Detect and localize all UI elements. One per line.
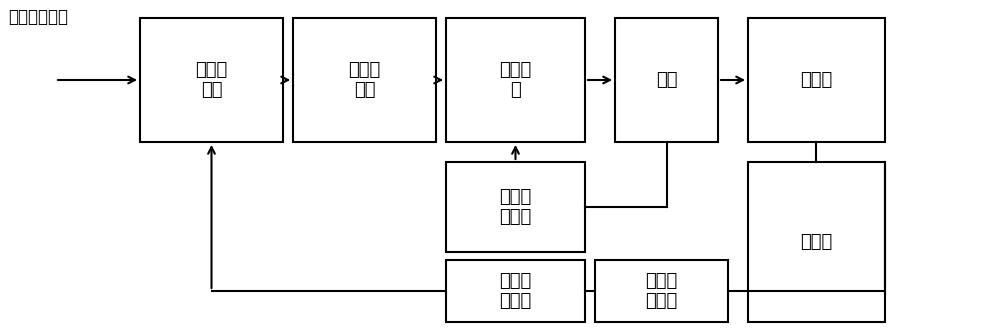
Bar: [293, 18, 436, 142]
Text: 工作台: 工作台: [800, 71, 833, 89]
Bar: [748, 18, 885, 142]
Text: 电机: 电机: [656, 71, 677, 89]
Bar: [140, 18, 283, 142]
Text: 位置调
节器: 位置调 节器: [195, 61, 228, 99]
Bar: [615, 18, 718, 142]
Text: 频率校
正电路: 频率校 正电路: [499, 272, 532, 310]
Bar: [446, 260, 585, 322]
Text: 电流采
集电路: 电流采 集电路: [499, 188, 532, 226]
Text: 指令信号输入: 指令信号输入: [8, 8, 68, 26]
Text: 电流调
节器: 电流调 节器: [348, 61, 381, 99]
Text: 光栅尺: 光栅尺: [800, 233, 833, 251]
Bar: [446, 162, 585, 252]
Text: 干扰抑
制电路: 干扰抑 制电路: [645, 272, 678, 310]
Bar: [595, 260, 728, 322]
Text: 驱动电
路: 驱动电 路: [499, 61, 532, 99]
Bar: [748, 162, 885, 322]
Bar: [446, 18, 585, 142]
